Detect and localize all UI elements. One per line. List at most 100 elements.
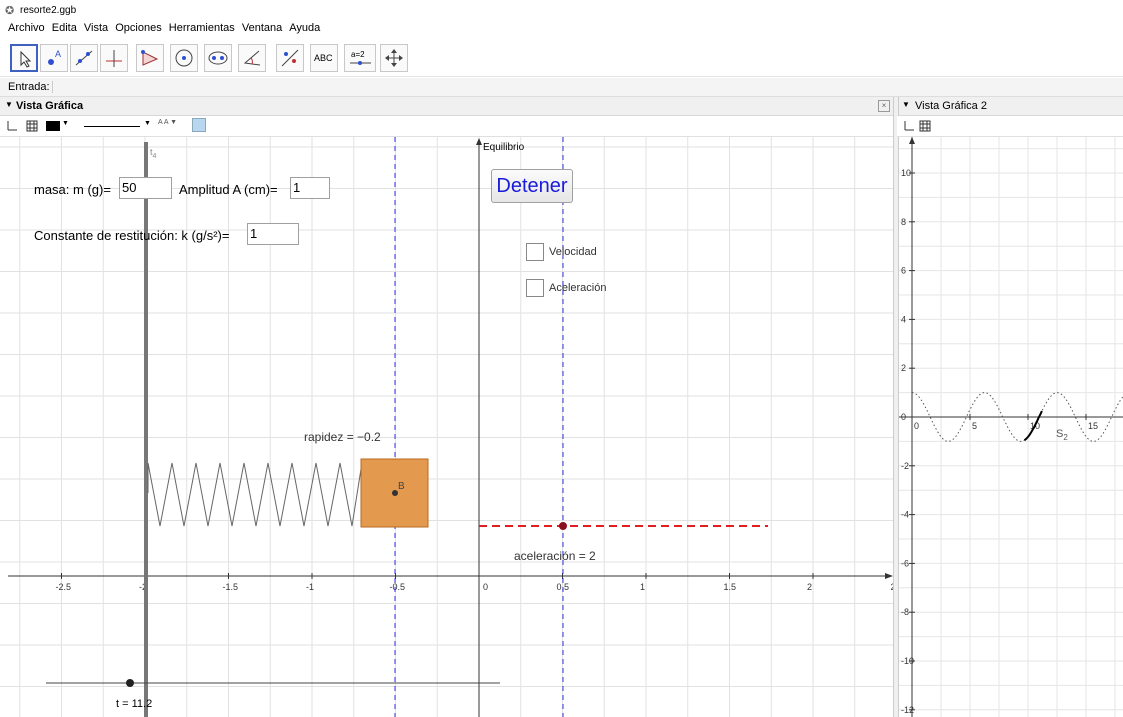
collapse-triangle-icon[interactable]: ▼ bbox=[902, 100, 910, 109]
circle-tool[interactable] bbox=[170, 44, 198, 72]
velocidad-checkbox[interactable] bbox=[526, 243, 544, 261]
angle-icon bbox=[243, 50, 261, 66]
y-tick-label: -6 bbox=[901, 558, 909, 568]
x-tick-label: -0.5 bbox=[390, 582, 406, 592]
perpendicular-tool[interactable] bbox=[100, 44, 128, 72]
masa-input[interactable]: 50 bbox=[119, 177, 172, 199]
grid-icon[interactable] bbox=[919, 120, 931, 132]
amplitud-label: Amplitud A (cm)= bbox=[179, 182, 278, 197]
menu-edita[interactable]: Edita bbox=[51, 22, 77, 34]
slider-tool[interactable]: a=2 bbox=[344, 44, 376, 72]
color-swatch[interactable] bbox=[46, 121, 60, 131]
polygon-icon bbox=[141, 50, 159, 66]
aceleracion-checkbox-label: Aceleración bbox=[549, 282, 607, 294]
graphics-view-header: ▼ Vista Gráfica × bbox=[0, 97, 893, 116]
axes-icon[interactable] bbox=[903, 120, 915, 132]
line-style-swatch[interactable] bbox=[84, 126, 140, 127]
angle-tool[interactable] bbox=[238, 44, 266, 72]
y-tick-label: 0 bbox=[901, 412, 906, 422]
time-slider-label: t = 11.2 bbox=[116, 698, 152, 710]
input-bar[interactable]: Entrada: bbox=[0, 78, 1123, 97]
point-b[interactable] bbox=[392, 490, 398, 496]
reflect-icon bbox=[281, 49, 299, 67]
stop-button[interactable]: Detener bbox=[491, 169, 573, 203]
y-axis-arrow bbox=[909, 137, 915, 144]
conic-tool[interactable] bbox=[204, 44, 232, 72]
menu-ventana[interactable]: Ventana bbox=[241, 22, 283, 34]
amplitud-input[interactable]: 1 bbox=[290, 177, 330, 199]
polygon-tool[interactable] bbox=[136, 44, 164, 72]
position-wave bbox=[911, 392, 1123, 442]
t4-label: t4 bbox=[150, 147, 157, 160]
move-arrows-icon bbox=[385, 49, 403, 67]
x-tick-label: 0 bbox=[483, 582, 488, 592]
text-tool[interactable]: ABC bbox=[310, 44, 338, 72]
pin-icon[interactable] bbox=[192, 118, 206, 132]
s2-curve-segment bbox=[1023, 410, 1043, 442]
graphics-view-2-header: ▼ Vista Gráfica 2 bbox=[897, 97, 1123, 116]
aceleracion-checkbox[interactable] bbox=[526, 279, 544, 297]
equilibrio-label: Equilibrio bbox=[483, 142, 525, 153]
style-bar: ▼ ▼ A A ▼ bbox=[0, 116, 893, 137]
y-tick-label: 8 bbox=[901, 217, 906, 227]
y-tick-label: -4 bbox=[901, 510, 909, 520]
x-tick-label: 2.5 bbox=[891, 582, 894, 592]
style-bar-2 bbox=[897, 116, 1123, 137]
point-b-label: B bbox=[398, 481, 405, 492]
masa-label: masa: m (g)= bbox=[34, 182, 111, 197]
text-tool-label: ABC bbox=[314, 53, 333, 63]
reflect-tool[interactable] bbox=[276, 44, 304, 72]
y-tick-label: -12 bbox=[901, 705, 914, 715]
line-tool[interactable] bbox=[70, 44, 98, 72]
geogebra-icon: ✪ bbox=[5, 5, 15, 17]
y-axis-arrow bbox=[476, 138, 482, 145]
velocidad-label: Velocidad bbox=[549, 246, 597, 258]
chevron-down-icon[interactable]: ▼ bbox=[144, 120, 151, 127]
constante-input[interactable]: 1 bbox=[247, 223, 299, 245]
spring bbox=[147, 462, 362, 527]
point-tool[interactable]: A bbox=[40, 44, 68, 72]
x-axis-arrow bbox=[885, 573, 893, 579]
window-title: resorte2.ggb bbox=[20, 5, 77, 16]
y-tick-label: 2 bbox=[901, 363, 906, 373]
toolbar: A ABC a=2 bbox=[0, 40, 1123, 77]
axes-icon[interactable] bbox=[6, 120, 18, 132]
move-tool[interactable] bbox=[10, 44, 38, 72]
line-icon bbox=[75, 50, 93, 66]
grid-icon[interactable] bbox=[26, 120, 38, 132]
close-icon[interactable]: × bbox=[878, 100, 890, 112]
move-view-tool[interactable] bbox=[380, 44, 408, 72]
graphics-canvas[interactable]: -5.5-5-4.5-4-3.5-3-2.5-2-1.5-1-0.500.511… bbox=[0, 137, 893, 717]
panel-divider[interactable] bbox=[893, 97, 899, 717]
y-tick-label: -2 bbox=[901, 461, 909, 471]
chevron-down-icon[interactable]: ▼ bbox=[62, 120, 69, 127]
menu-ayuda[interactable]: Ayuda bbox=[289, 22, 321, 34]
x-tick-label: -1.5 bbox=[223, 582, 239, 592]
constante-label: Constante de restitución: k (g/s²)= bbox=[34, 228, 230, 243]
x-tick-label: -1 bbox=[306, 582, 314, 592]
x-tick-label: 1 bbox=[640, 582, 645, 592]
title-bar: ✪ resorte2.ggb bbox=[0, 0, 1123, 20]
graphics-view-2-title: Vista Gráfica 2 bbox=[915, 100, 987, 112]
s2-label: S2 bbox=[1056, 428, 1068, 442]
aceleracion-label: aceleración = 2 bbox=[514, 549, 596, 563]
y-tick-label: 10 bbox=[901, 168, 911, 178]
x-tick-label: 5 bbox=[972, 421, 977, 431]
text-size-icon[interactable]: A A ▼ bbox=[158, 119, 177, 126]
x-tick-label: 0 bbox=[914, 421, 919, 431]
time-slider-handle[interactable] bbox=[126, 679, 134, 687]
menu-herramientas[interactable]: Herramientas bbox=[168, 22, 235, 34]
slider-tool-label: a=2 bbox=[351, 50, 365, 59]
collapse-triangle-icon[interactable]: ▼ bbox=[5, 100, 13, 109]
x-tick-label: -2.5 bbox=[56, 582, 72, 592]
y-tick-label: 6 bbox=[901, 266, 906, 276]
menu-archivo[interactable]: Archivo bbox=[8, 22, 45, 34]
menu-opciones[interactable]: Opciones bbox=[115, 22, 162, 34]
menu-vista[interactable]: Vista bbox=[83, 22, 109, 34]
y-tick-label: -10 bbox=[901, 656, 914, 666]
svg-text:A: A bbox=[55, 49, 61, 59]
acceleration-point[interactable] bbox=[559, 522, 567, 530]
graphics-canvas-2[interactable]: 10 8 6 4 2 0 -2 -4 -6 -8 -10 -12 0 5 10 15 S2 bbox=[899, 137, 1123, 717]
circle-icon bbox=[175, 49, 193, 67]
x-tick-label: 2 bbox=[807, 582, 812, 592]
